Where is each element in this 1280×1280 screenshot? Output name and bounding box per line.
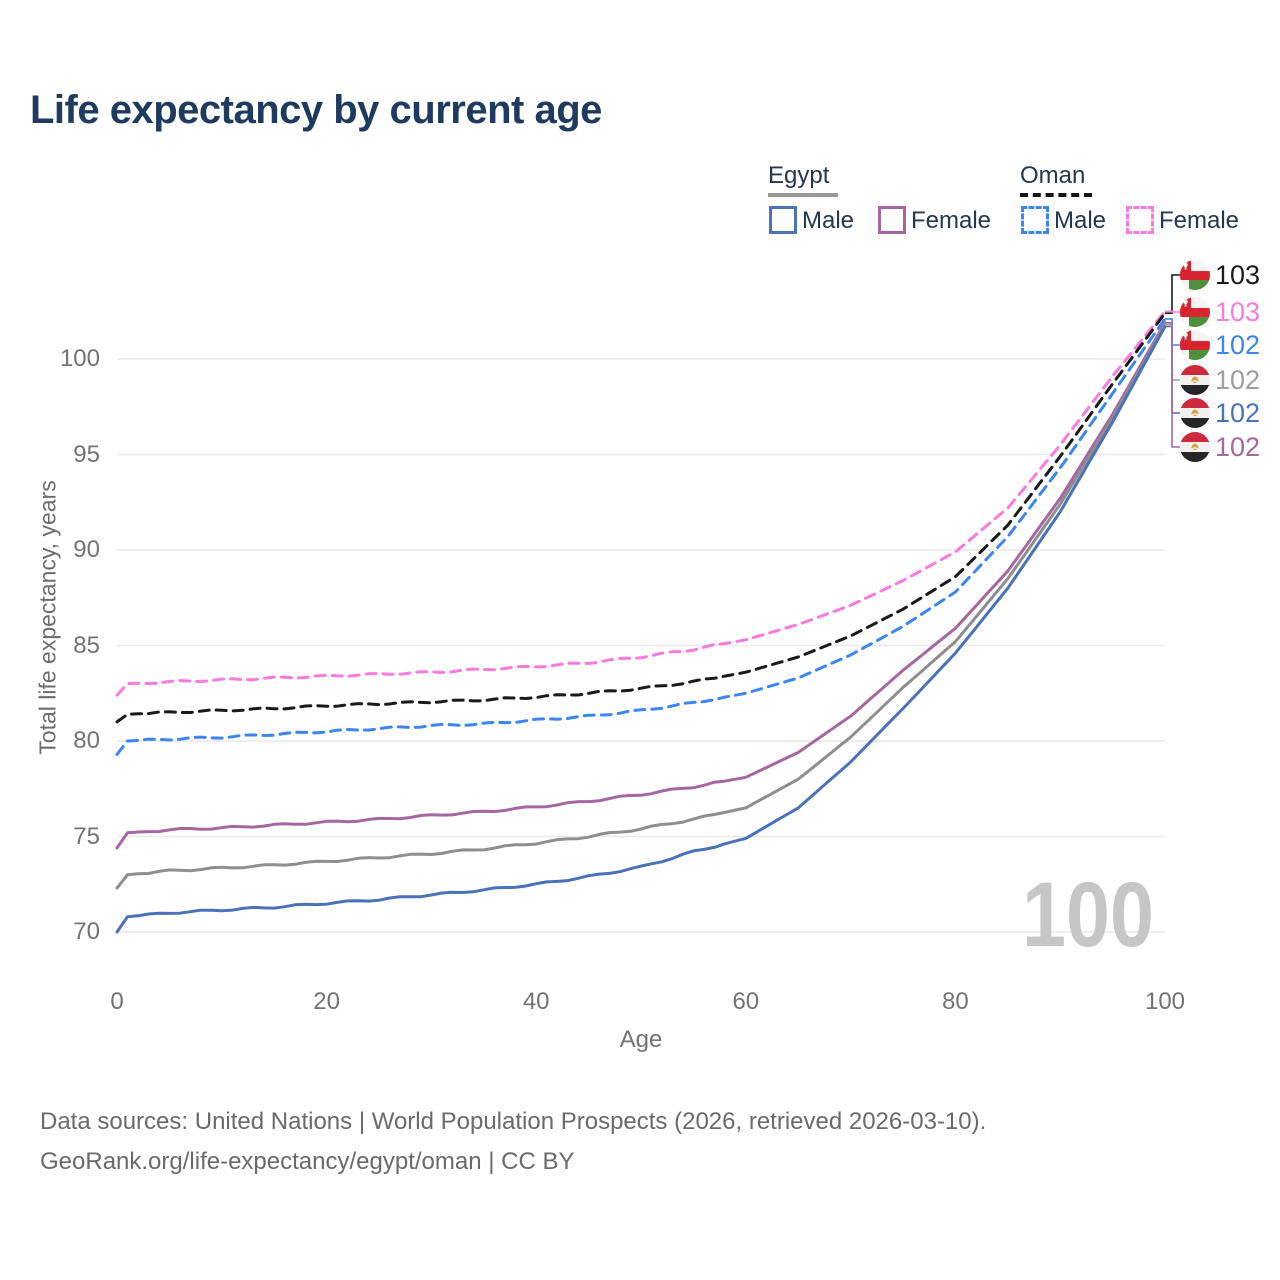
egypt-flag-badge [1180, 432, 1210, 462]
oman-flag-badge [1180, 330, 1210, 360]
oman-flag-icon [1180, 330, 1210, 360]
y-tick-label: 100 [59, 345, 100, 372]
data-source-line1: Data sources: United Nations | World Pop… [40, 1108, 987, 1135]
x-tick-label: 60 [732, 988, 760, 1015]
line-oman-female[interactable] [115, 309, 1167, 697]
x-tick-label: 20 [313, 988, 340, 1015]
egypt-flag-badge [1180, 398, 1210, 428]
end-value-label: 102 [1215, 432, 1261, 462]
oman-flag-badge [1180, 260, 1210, 290]
legend-swatch-oman-female[interactable] [1126, 206, 1154, 234]
x-tick-label: 0 [110, 988, 124, 1015]
y-tick-label: 95 [73, 440, 100, 468]
egypt-flag-badge [1180, 365, 1210, 395]
x-tick-label: 100 [1144, 988, 1186, 1015]
legend-swatch-oman-male[interactable] [1021, 206, 1049, 234]
page-title: Life expectancy by current age [30, 88, 602, 132]
legend-underline-oman-dashed [1020, 193, 1092, 197]
legend-underline-egypt-solid [768, 193, 838, 197]
oman-flag-badge [1180, 297, 1210, 327]
legend-label-egypt-female[interactable]: Female [911, 207, 992, 234]
data-source-line2: GeoRank.org/life-expectancy/egypt/oman |… [40, 1148, 575, 1175]
line-oman-male[interactable] [115, 317, 1167, 756]
egypt-flag-icon [1180, 365, 1210, 395]
x-axis-title: Age [619, 1026, 663, 1053]
legend-country-oman[interactable]: Oman [1020, 162, 1086, 189]
legend-label-oman-male[interactable]: Male [1054, 207, 1107, 234]
leader-lines [1165, 274, 1180, 448]
age-watermark: 100 [1022, 864, 1154, 966]
legend-label-oman-female[interactable]: Female [1159, 207, 1240, 234]
end-value-label: 103 [1215, 260, 1261, 290]
line-egypt-female[interactable] [115, 321, 1167, 850]
egypt-flag-icon [1180, 432, 1210, 462]
oman-flag-icon [1180, 260, 1210, 290]
end-value-label: 102 [1215, 330, 1261, 360]
y-tick-label: 85 [73, 631, 100, 659]
legend-swatch-egypt-male[interactable] [769, 206, 797, 234]
gridlines [117, 358, 1165, 933]
x-tick-label: 40 [522, 988, 550, 1015]
legend-country-egypt[interactable]: Egypt [768, 162, 830, 189]
end-value-label: 103 [1215, 297, 1261, 327]
legend-label-egypt-male[interactable]: Male [802, 207, 855, 234]
y-tick-label: 75 [73, 822, 100, 850]
x-tick-label: 80 [942, 988, 969, 1015]
egypt-flag-icon [1180, 398, 1210, 428]
oman-flag-icon [1180, 297, 1210, 327]
y-tick-label: 90 [73, 536, 100, 563]
end-value-label: 102 [1215, 398, 1261, 428]
line-oman-persons[interactable] [115, 311, 1167, 724]
y-tick-label: 70 [73, 918, 100, 945]
legend-swatch-egypt-female[interactable] [878, 206, 906, 234]
line-egypt-male[interactable] [115, 325, 1167, 934]
line-egypt-persons[interactable] [115, 323, 1167, 890]
end-value-label: 102 [1215, 365, 1261, 395]
y-tick-label: 80 [73, 727, 100, 754]
